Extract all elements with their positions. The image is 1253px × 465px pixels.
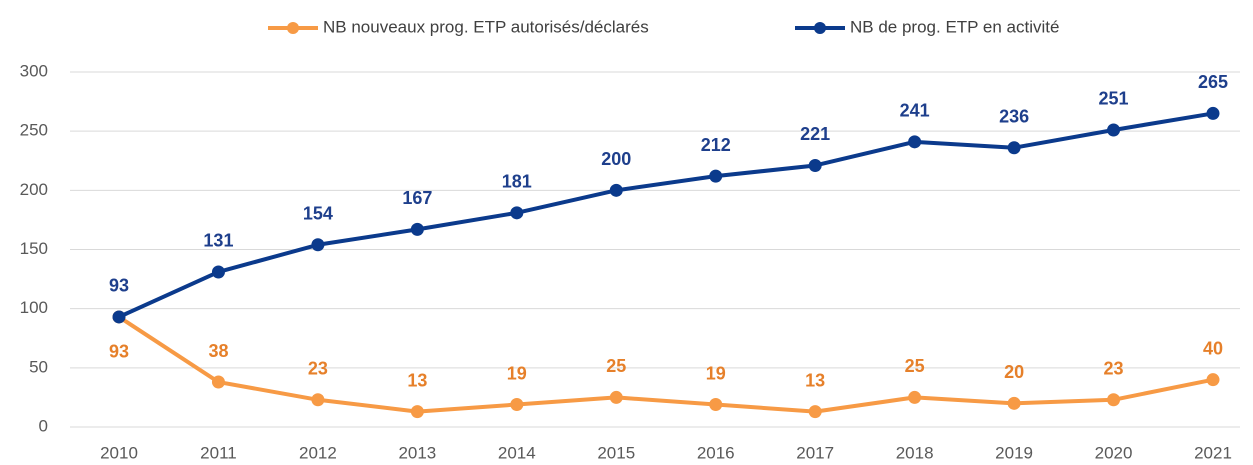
- point: [311, 238, 325, 252]
- data-label: 13: [805, 370, 825, 390]
- legend-marker: [814, 22, 826, 34]
- y-tick-label: 0: [39, 416, 48, 435]
- point: [112, 310, 126, 324]
- x-tick-label: 2015: [597, 443, 635, 462]
- x-tick-label: 2013: [398, 443, 436, 462]
- legend-label: NB nouveaux prog. ETP autorisés/déclarés: [323, 17, 649, 36]
- point: [709, 169, 723, 183]
- data-label: 13: [407, 370, 427, 390]
- point: [510, 398, 524, 412]
- data-label: 200: [601, 149, 631, 169]
- data-label: 93: [109, 342, 129, 362]
- y-tick-label: 300: [20, 61, 48, 80]
- point: [311, 393, 325, 407]
- y-tick-label: 100: [20, 298, 48, 317]
- point: [709, 398, 723, 412]
- x-tick-label: 2021: [1194, 443, 1232, 462]
- data-label: 221: [800, 124, 830, 144]
- x-tick-label: 2011: [200, 443, 237, 462]
- data-label: 181: [502, 172, 532, 192]
- point: [1206, 373, 1220, 387]
- point: [1107, 123, 1121, 137]
- x-tick-label: 2014: [498, 443, 536, 462]
- data-label: 167: [402, 188, 432, 208]
- legend-label: NB de prog. ETP en activité: [850, 17, 1059, 36]
- data-label: 212: [701, 135, 731, 155]
- point: [510, 206, 524, 220]
- data-label: 241: [900, 101, 930, 121]
- point: [609, 390, 623, 404]
- data-label: 154: [303, 204, 333, 224]
- x-tick-label: 2018: [896, 443, 934, 462]
- point: [1007, 141, 1021, 155]
- point: [908, 390, 922, 404]
- point: [609, 183, 623, 197]
- point: [808, 158, 822, 172]
- data-label: 93: [109, 276, 129, 296]
- data-label: 25: [905, 356, 925, 376]
- x-tick-label: 2016: [697, 443, 735, 462]
- point: [410, 405, 424, 419]
- data-label: 40: [1203, 338, 1223, 358]
- y-tick-label: 250: [20, 121, 48, 140]
- data-label: 25: [606, 356, 626, 376]
- legend-marker: [287, 22, 299, 34]
- y-tick-label: 50: [29, 357, 48, 376]
- point: [808, 405, 822, 419]
- data-label: 23: [308, 359, 328, 379]
- point: [1206, 106, 1220, 120]
- point: [908, 135, 922, 149]
- data-label: 131: [203, 231, 233, 251]
- x-tick-label: 2012: [299, 443, 337, 462]
- point: [410, 222, 424, 236]
- point: [211, 375, 225, 389]
- y-tick-label: 150: [20, 239, 48, 258]
- data-label: 20: [1004, 362, 1024, 382]
- series-line: [117, 315, 1214, 414]
- x-tick-label: 2017: [796, 443, 834, 462]
- x-tick-label: 2020: [1095, 443, 1133, 462]
- data-label: 251: [1099, 89, 1129, 109]
- data-label: 23: [1104, 359, 1124, 379]
- point: [1107, 393, 1121, 407]
- y-tick-label: 200: [20, 180, 48, 199]
- data-label: 38: [208, 341, 228, 361]
- data-label: 265: [1198, 72, 1228, 92]
- point: [211, 265, 225, 279]
- data-label: 19: [507, 363, 527, 383]
- x-tick-label: 2019: [995, 443, 1033, 462]
- x-tick-label: 2010: [100, 443, 138, 462]
- point: [1007, 396, 1021, 410]
- series-line: [118, 111, 1214, 319]
- data-label: 236: [999, 106, 1029, 126]
- data-label: 19: [706, 363, 726, 383]
